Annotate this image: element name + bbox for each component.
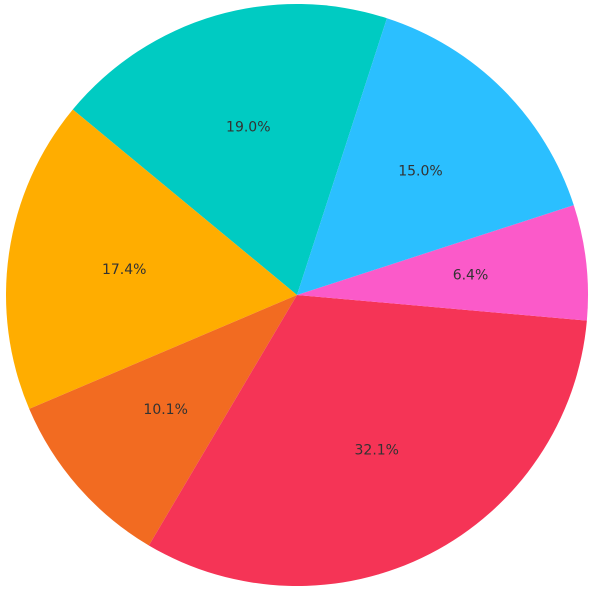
value-label: 19.0% (226, 119, 270, 135)
pie-slice (29, 295, 298, 546)
value-label: 10.1% (143, 402, 187, 418)
value-label: 15.0% (398, 164, 442, 180)
value-label: 6.4% (453, 267, 489, 283)
pie-slice (72, 4, 387, 296)
value-label: 32.1% (355, 442, 399, 458)
pie-slice (5, 109, 297, 409)
pie-slice (297, 205, 588, 321)
value-label: 17.4% (102, 262, 146, 278)
pie-slice (148, 295, 587, 586)
pie-slice (297, 18, 574, 295)
